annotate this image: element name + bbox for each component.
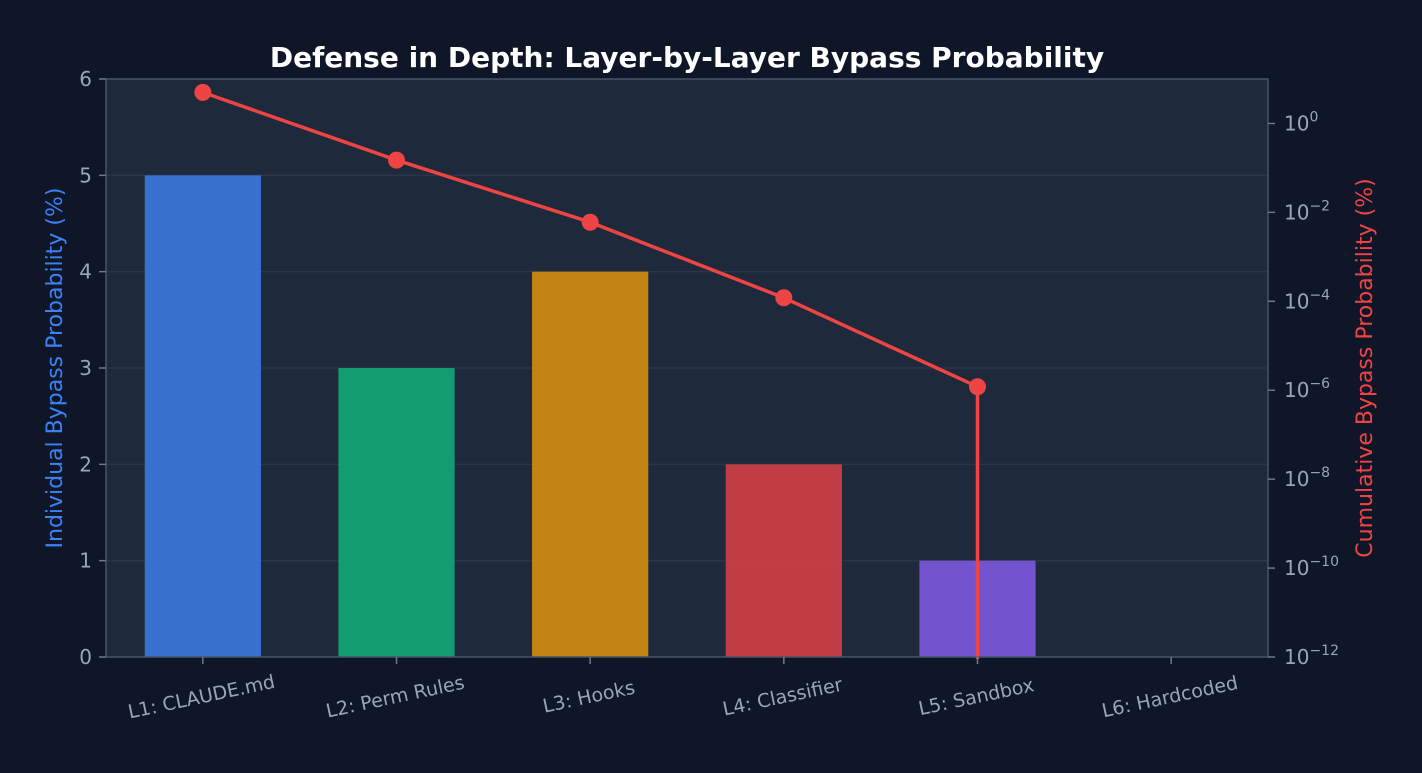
cumulative-line — [194, 83, 986, 659]
y-tick-label: 0 — [79, 645, 92, 669]
line-point — [581, 213, 599, 231]
y-tick-label: 3 — [79, 356, 92, 380]
bar — [338, 368, 455, 657]
y-tick-label: 1 — [79, 549, 92, 573]
y2-tick-label: 10−4 — [1284, 287, 1330, 313]
x-tick-label: L2: Perm Rules — [324, 672, 466, 723]
right-axis-ticks: 100 10−2 10−4 10−6 10−8 10−10 10−12 — [1268, 109, 1339, 669]
x-tick-label: L3: Hooks — [541, 677, 637, 718]
bar — [532, 271, 649, 657]
y-tick-label: 4 — [79, 260, 92, 284]
y-tick-label: 5 — [79, 163, 92, 187]
y2-tick-label: 10−2 — [1284, 198, 1330, 224]
y-tick-label: 2 — [79, 452, 92, 476]
y2-tick-label: 100 — [1284, 109, 1318, 135]
series-line — [202, 90, 980, 659]
y-tick-label: 6 — [79, 67, 92, 91]
x-tick-label: L5: Sandbox — [917, 674, 1036, 720]
x-tick-label: L4: Classifier — [721, 674, 845, 721]
y2-tick-label: 10−8 — [1284, 465, 1330, 491]
bars — [144, 175, 1036, 658]
line-point — [194, 83, 212, 101]
bar — [725, 464, 842, 657]
x-tick-label: L1: CLAUDE.md — [126, 671, 277, 724]
gridlines — [106, 174, 1268, 562]
left-axis-ticks: 0 1 2 3 4 5 6 — [79, 67, 106, 669]
y-axis-label: Individual Bypass Probability (%) — [43, 188, 68, 549]
line-point — [388, 151, 405, 169]
chart-title: Defense in Depth: Layer-by-Layer Bypass … — [270, 41, 1104, 74]
y2-tick-label: 10−10 — [1284, 554, 1339, 580]
bar — [144, 175, 261, 658]
line-point — [775, 289, 793, 307]
line-point — [969, 378, 986, 396]
x-axis-ticks: L1: CLAUDE.md L2: Perm Rules L3: Hooks L4: … — [126, 657, 1240, 723]
x-tick-label: L6: Hardcoded — [1100, 672, 1240, 722]
y2-tick-label: 10−6 — [1284, 376, 1330, 402]
y2-axis-label: Cumulative Bypass Probability (%) — [1353, 178, 1378, 557]
y2-tick-label: 10−12 — [1284, 643, 1339, 669]
